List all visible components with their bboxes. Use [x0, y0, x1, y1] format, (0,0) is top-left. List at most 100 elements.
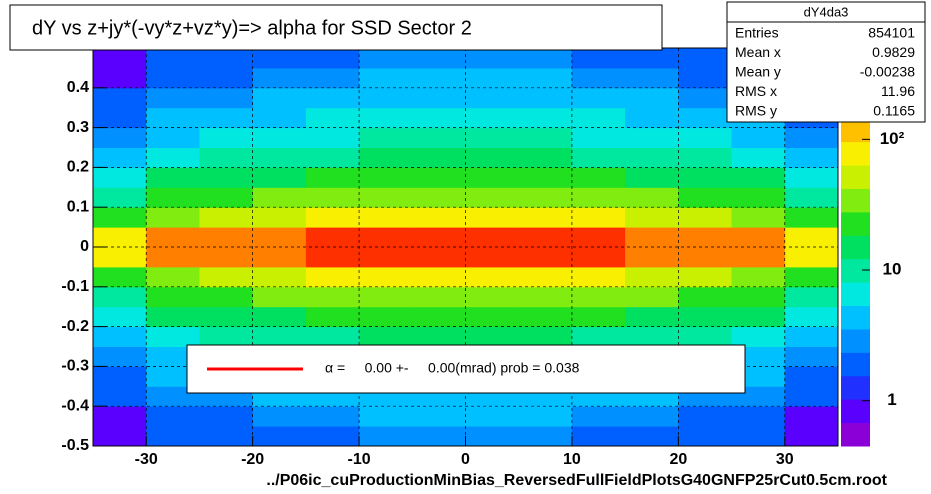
heat-cell	[93, 207, 147, 228]
y-tick-label: 0	[80, 238, 89, 255]
heat-cell	[412, 187, 466, 208]
heat-cell	[93, 326, 147, 347]
heat-cell	[199, 107, 254, 129]
y-tick-label: 0.1	[67, 198, 89, 215]
heat-cell	[93, 306, 147, 328]
stats-label: Mean y	[735, 64, 781, 80]
heat-cell	[412, 67, 466, 89]
heat-cell	[784, 326, 839, 347]
heat-cell	[93, 127, 147, 148]
y-tick-label: -0.4	[61, 397, 89, 414]
heat-cell	[465, 187, 520, 208]
heat-cell	[465, 167, 520, 188]
heat-cell	[93, 406, 147, 427]
heat-cell	[412, 286, 466, 308]
heat-cell	[678, 266, 733, 288]
heat-cell	[518, 147, 573, 168]
heat-cell	[359, 187, 413, 208]
heat-cell	[784, 207, 839, 228]
heat-cell	[252, 48, 307, 69]
heat-cell	[305, 286, 360, 308]
heat-cell	[678, 286, 733, 308]
heat-cell	[305, 48, 360, 69]
heat-cell	[678, 147, 733, 168]
heat-cell	[359, 48, 413, 69]
heat-cell	[199, 406, 254, 427]
colorbar-swatch	[841, 375, 870, 400]
heat-cell	[465, 286, 520, 308]
heat-cell	[784, 127, 839, 148]
heat-cell	[731, 306, 786, 328]
heat-cell	[625, 326, 679, 347]
stats-label: RMS y	[735, 103, 777, 119]
heat-cell	[359, 227, 413, 248]
heat-cell	[412, 207, 466, 228]
heat-cell	[412, 426, 466, 447]
heat-cell	[731, 167, 786, 188]
heat-cell	[252, 107, 307, 129]
heat-cell	[252, 227, 307, 248]
heat-cell	[625, 107, 679, 129]
heat-cell	[305, 127, 360, 148]
heat-cell	[305, 247, 360, 268]
heat-cell	[784, 406, 839, 427]
heat-cell	[518, 306, 573, 328]
heat-cell	[146, 87, 200, 109]
heat-cell	[571, 127, 626, 148]
heat-cell	[93, 227, 147, 248]
heat-cell	[731, 127, 786, 148]
y-tick-label: -0.5	[61, 437, 89, 454]
heat-cell	[93, 366, 147, 387]
heat-cell	[518, 426, 573, 447]
heat-cell	[571, 167, 626, 188]
colorbar-swatch	[841, 165, 870, 189]
heat-cell	[625, 266, 679, 288]
heat-cell	[305, 167, 360, 188]
heat-cell	[465, 107, 520, 129]
heat-cell	[199, 48, 254, 69]
heat-cell	[305, 87, 360, 109]
heat-cell	[412, 147, 466, 168]
colorbar-swatch	[841, 235, 870, 260]
heat-cell	[678, 87, 733, 109]
heat-cell	[305, 326, 360, 347]
heat-cell	[412, 306, 466, 328]
heat-cell	[146, 426, 200, 447]
heat-cell	[252, 406, 307, 427]
x-tick-label: 30	[776, 451, 794, 468]
heat-cell	[93, 346, 147, 367]
heat-cell	[731, 207, 786, 228]
colorbar-swatch	[841, 399, 870, 424]
heat-cell	[199, 326, 254, 347]
heat-cell	[412, 326, 466, 347]
heat-cell	[146, 227, 200, 248]
heat-cell	[518, 107, 573, 129]
heat-cell	[784, 286, 839, 308]
heat-cell	[465, 426, 520, 447]
heat-cell	[359, 247, 413, 268]
heat-cell	[518, 87, 573, 109]
heat-cell	[625, 406, 679, 427]
heat-cell	[412, 107, 466, 129]
heat-cell	[784, 366, 839, 387]
heat-cell	[305, 306, 360, 328]
z-tick-label: 10	[883, 259, 902, 278]
heat-cell	[93, 48, 147, 69]
heat-cell	[784, 187, 839, 208]
chart-title: dY vs z+jy*(-vy*z+vz*y)=> alpha for SSD …	[32, 17, 472, 39]
heat-cell	[146, 107, 200, 129]
heat-cell	[784, 247, 839, 268]
y-tick-label: 0.2	[67, 159, 89, 176]
heat-cell	[678, 306, 733, 328]
heat-cell	[412, 406, 466, 427]
heat-cell	[359, 306, 413, 328]
heat-cell	[678, 167, 733, 188]
stats-name: dY4da3	[804, 4, 849, 19]
heat-cell	[359, 127, 413, 148]
heat-cell	[518, 48, 573, 69]
y-tick-label: -0.2	[61, 318, 89, 335]
heat-cell	[305, 266, 360, 288]
colorbar-swatch	[841, 118, 870, 143]
heat-cell	[518, 247, 573, 268]
heat-cell	[678, 326, 733, 347]
